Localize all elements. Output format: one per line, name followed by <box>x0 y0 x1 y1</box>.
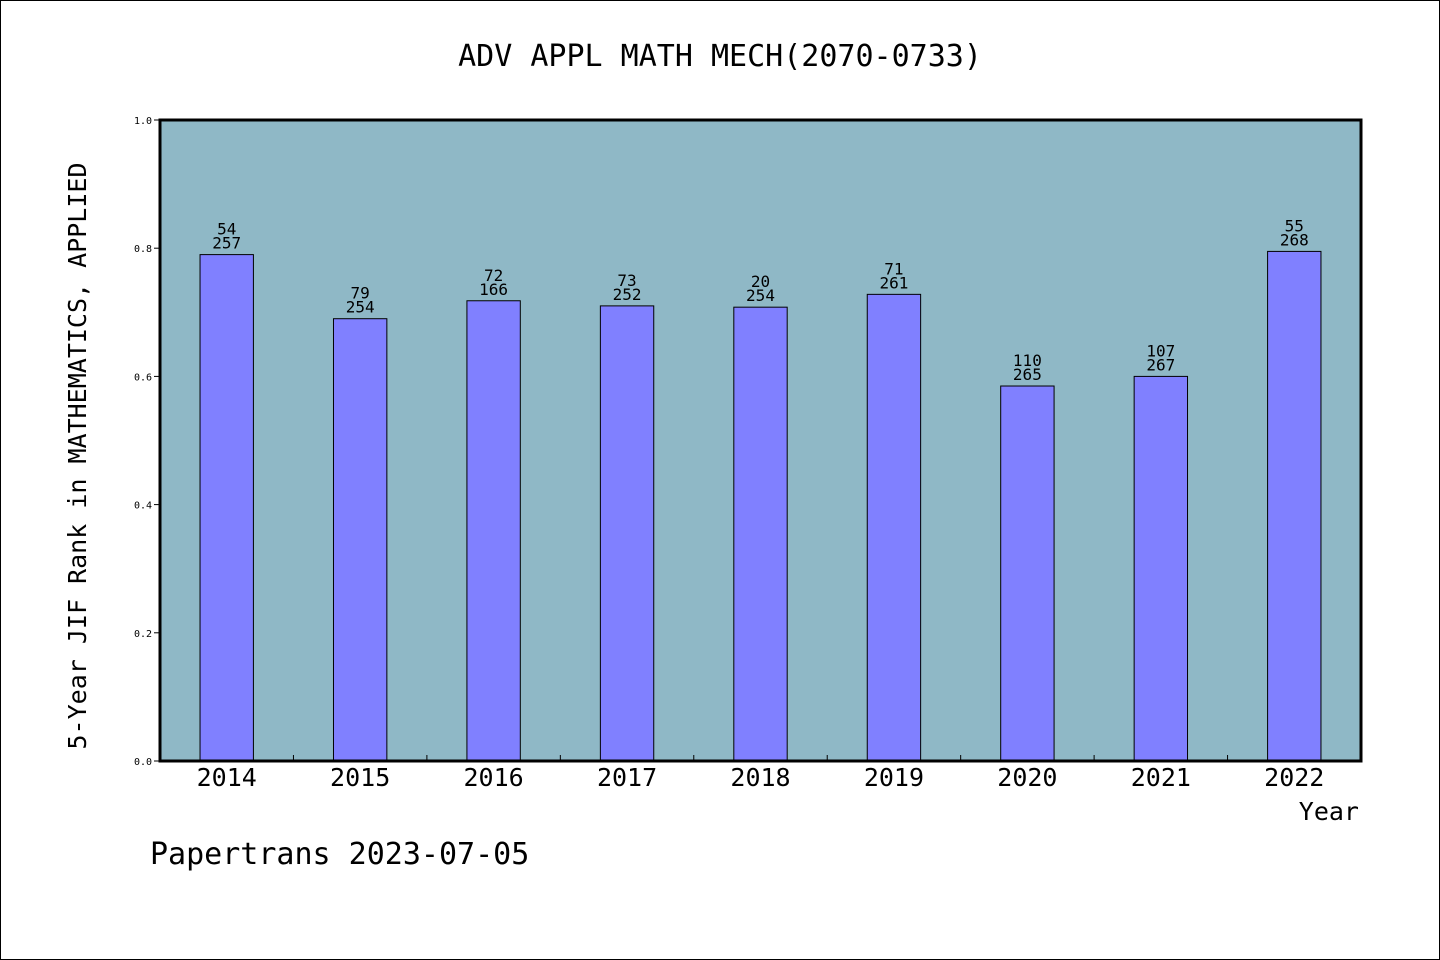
bar-total-label: 268 <box>1280 230 1309 249</box>
bar-rank-label: 20 <box>751 272 770 291</box>
bar-2016 <box>466 300 521 762</box>
x-axis-label: Year <box>1299 797 1359 826</box>
x-axis-ticks: 2014 2015 2016 2017 2018 2019 2020 2021 2022 <box>197 755 1324 792</box>
bar-2018 <box>733 306 788 762</box>
bar-total-label: 261 <box>879 273 908 292</box>
x-tick-label: 2015 <box>330 763 390 792</box>
bars-layer <box>199 250 1322 762</box>
bar-2020 <box>1000 385 1055 762</box>
x-tick-label: 2019 <box>864 763 924 792</box>
y-tick-label: 0.4 <box>134 501 152 512</box>
bar-rank-label: 79 <box>351 284 370 303</box>
bar-2022 <box>1267 250 1322 762</box>
bar-2021 <box>1133 375 1189 762</box>
y-axis-label: 5-Year JIF Rank in MATHEMATICS, APPLIED <box>63 163 92 750</box>
bar-total-label: 254 <box>346 298 375 317</box>
x-tick-label: 2022 <box>1264 763 1324 792</box>
bar-total-label: 252 <box>613 285 642 304</box>
bar-rank-label: 55 <box>1285 216 1304 235</box>
bar-rank-label: 107 <box>1146 341 1175 360</box>
x-tick-label: 2021 <box>1131 763 1191 792</box>
x-tick-label: 2016 <box>464 763 524 792</box>
footer-watermark: Papertrans 2023-07-05 <box>150 837 529 872</box>
bar-total-label: 267 <box>1146 355 1175 374</box>
bar-total-label: 166 <box>479 280 508 299</box>
bar-total-label: 265 <box>1013 365 1042 384</box>
bar-total-label: 257 <box>212 234 241 253</box>
y-tick-label: 1.0 <box>134 116 152 127</box>
bar-2015 <box>332 318 388 762</box>
x-tick-label: 2020 <box>997 763 1057 792</box>
x-tick-label: 2014 <box>197 763 257 792</box>
y-tick-label: 0.0 <box>134 757 152 768</box>
bar-rank-label: 73 <box>617 271 636 290</box>
bar-rank-label: 72 <box>484 266 503 285</box>
chart-title: ADV APPL MATH MECH(2070-0733) <box>458 39 982 74</box>
bar-2017 <box>599 305 655 762</box>
x-tick-label: 2018 <box>730 763 790 792</box>
y-tick-label: 0.6 <box>134 372 152 383</box>
y-axis-ticks: 0.0 0.2 0.4 0.6 0.8 1.0 <box>134 116 160 768</box>
bar-rank-label: 110 <box>1013 351 1042 370</box>
bar-rank-label: 54 <box>217 220 236 239</box>
bar-2014 <box>199 254 254 762</box>
plot-border <box>158 118 1363 763</box>
y-tick-label: 0.2 <box>134 629 152 640</box>
bar-total-label: 254 <box>746 286 775 305</box>
bar-2019 <box>866 293 922 762</box>
y-tick-label: 0.8 <box>134 244 152 255</box>
x-tick-label: 2017 <box>597 763 657 792</box>
bar-rank-label: 71 <box>884 259 903 278</box>
